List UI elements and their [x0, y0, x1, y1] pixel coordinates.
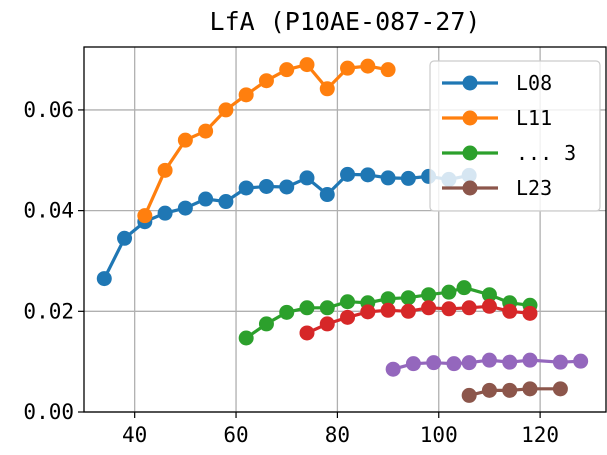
- data-point: [279, 304, 295, 320]
- data-point: [157, 162, 173, 178]
- legend-marker: [462, 180, 478, 196]
- data-point: [218, 194, 234, 210]
- y-tick-label: 0.06: [23, 98, 74, 122]
- data-point: [319, 81, 335, 97]
- data-point: [360, 58, 376, 74]
- x-tick-label: 80: [325, 423, 350, 447]
- data-point: [299, 170, 315, 186]
- data-point: [137, 208, 153, 224]
- y-axis: 0.00 0.02 0.04 0.06: [23, 98, 84, 424]
- data-point: [279, 179, 295, 195]
- data-point: [360, 167, 376, 183]
- data-point: [405, 356, 421, 372]
- data-point: [238, 87, 254, 103]
- series-4: [385, 352, 589, 377]
- y-tick-label: 0.02: [23, 299, 74, 323]
- legend-frame: [429, 60, 601, 212]
- data-point: [421, 300, 437, 316]
- data-point: [456, 280, 472, 296]
- data-point: [198, 123, 214, 139]
- series-3: [299, 298, 538, 341]
- data-point: [299, 57, 315, 73]
- data-point: [177, 200, 193, 216]
- x-tick-label: 120: [521, 423, 559, 447]
- data-point: [552, 354, 568, 370]
- data-point: [177, 132, 193, 148]
- data-point: [319, 316, 335, 332]
- data-point: [573, 353, 589, 369]
- data-point: [258, 73, 274, 89]
- data-point: [340, 60, 356, 76]
- data-point: [461, 355, 477, 371]
- data-point: [319, 300, 335, 316]
- data-point: [299, 325, 315, 341]
- legend-marker: [462, 110, 478, 126]
- data-point: [502, 354, 518, 370]
- data-point: [522, 352, 538, 368]
- data-point: [340, 294, 356, 310]
- data-point: [198, 191, 214, 207]
- data-point: [258, 178, 274, 194]
- y-tick-label: 0.04: [23, 199, 74, 223]
- data-point: [157, 205, 173, 221]
- data-point: [502, 382, 518, 398]
- series-line: [392, 358, 581, 371]
- data-point: [117, 230, 133, 246]
- series-5: [461, 381, 568, 403]
- data-point: [481, 382, 497, 398]
- legend-label: L23: [516, 176, 552, 200]
- data-point: [481, 352, 497, 368]
- data-point: [340, 166, 356, 182]
- data-point: [400, 303, 416, 319]
- data-point: [380, 302, 396, 318]
- data-point: [446, 356, 462, 372]
- data-point: [421, 287, 437, 303]
- data-point: [238, 180, 254, 196]
- x-tick-label: 40: [122, 423, 147, 447]
- x-axis: 40 60 80 100 120: [122, 412, 559, 447]
- data-point: [380, 291, 396, 307]
- x-tick-label: 60: [223, 423, 248, 447]
- data-point: [441, 284, 457, 300]
- data-point: [299, 300, 315, 316]
- data-point: [360, 304, 376, 320]
- data-point: [522, 381, 538, 397]
- data-point: [552, 381, 568, 397]
- data-point: [380, 170, 396, 186]
- legend-label: L11: [516, 106, 552, 130]
- data-point: [426, 355, 442, 371]
- legend-marker: [462, 75, 478, 91]
- data-point: [400, 170, 416, 186]
- data-point: [279, 62, 295, 78]
- data-point: [380, 62, 396, 78]
- x-tick-label: 100: [420, 423, 458, 447]
- data-point: [340, 309, 356, 325]
- data-point: [96, 271, 112, 287]
- data-point: [461, 387, 477, 403]
- legend-label: ... 3: [516, 141, 576, 165]
- y-tick-label: 0.00: [23, 400, 74, 424]
- data-point: [481, 298, 497, 314]
- data-point: [218, 102, 234, 118]
- data-point: [238, 330, 254, 346]
- series-1: [137, 57, 396, 224]
- data-point: [461, 300, 477, 316]
- data-point: [400, 290, 416, 306]
- data-point: [502, 303, 518, 319]
- legend-marker: [462, 145, 478, 161]
- data-point: [385, 361, 401, 377]
- data-point: [258, 316, 274, 332]
- chart-title: LfA (P10AE-087-27): [210, 7, 481, 36]
- data-point: [481, 287, 497, 303]
- data-point: [522, 305, 538, 321]
- legend: L08 L11 ... 3 L23: [429, 60, 601, 212]
- legend-label: L08: [516, 71, 552, 95]
- series-0: [96, 166, 477, 287]
- plot-frame: [83, 46, 607, 413]
- data-point: [319, 187, 335, 203]
- data-point: [441, 301, 457, 317]
